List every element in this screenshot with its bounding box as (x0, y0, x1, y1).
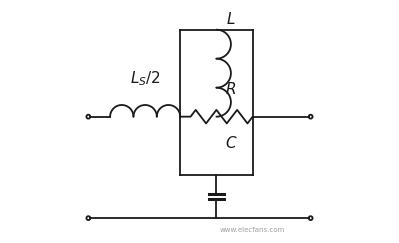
Text: $L$: $L$ (226, 11, 236, 27)
Text: $C$: $C$ (225, 135, 237, 151)
Text: $R$: $R$ (225, 81, 237, 97)
Text: www.elecfans.com: www.elecfans.com (220, 227, 285, 233)
Text: $L_S/2$: $L_S/2$ (130, 69, 160, 88)
